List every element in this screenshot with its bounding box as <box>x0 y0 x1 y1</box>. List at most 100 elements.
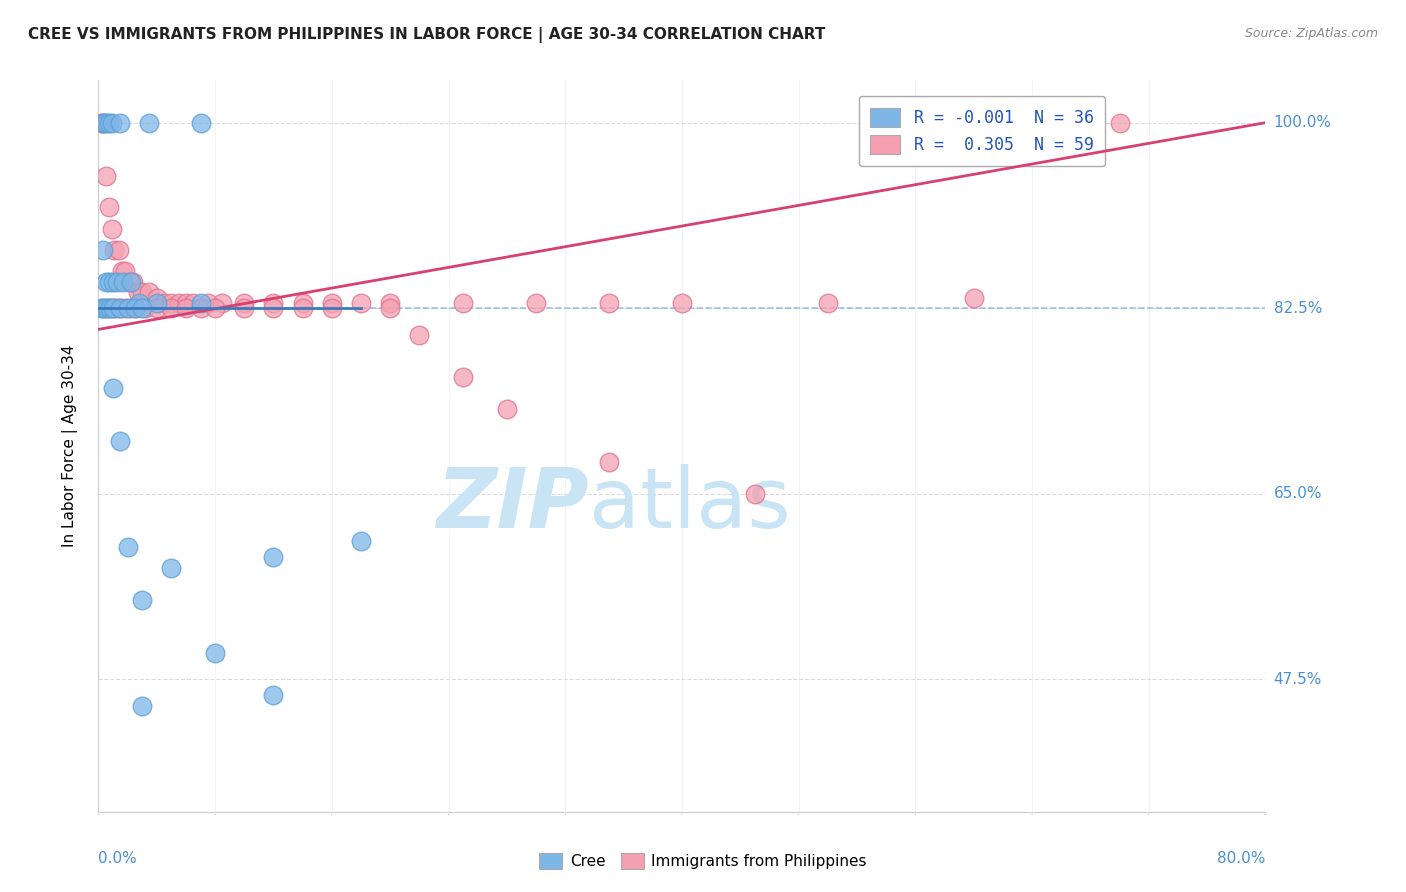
Point <box>94 116 117 130</box>
Point <box>94 275 117 289</box>
Point <box>91 243 114 257</box>
Point <box>233 296 256 310</box>
Point <box>160 301 183 316</box>
Point <box>118 275 141 289</box>
Point <box>190 301 212 316</box>
Point <box>110 301 132 316</box>
Point <box>90 116 112 130</box>
Point <box>197 296 219 310</box>
Point <box>153 296 176 310</box>
Point <box>93 116 115 130</box>
Point <box>112 275 135 289</box>
Point <box>817 296 839 310</box>
Point <box>104 301 127 316</box>
Point <box>962 291 984 305</box>
Point <box>204 301 226 316</box>
Point <box>97 116 120 130</box>
Point <box>134 301 156 316</box>
Point <box>91 301 114 316</box>
Point <box>93 301 115 316</box>
Point <box>190 116 212 130</box>
Point <box>108 243 131 257</box>
Point <box>451 296 474 310</box>
Point <box>291 296 314 310</box>
Point <box>122 275 145 289</box>
Point <box>211 296 233 310</box>
Point <box>181 296 204 310</box>
Point <box>380 301 402 316</box>
Text: CREE VS IMMIGRANTS FROM PHILIPPINES IN LABOR FORCE | AGE 30-34 CORRELATION CHART: CREE VS IMMIGRANTS FROM PHILIPPINES IN L… <box>28 27 825 43</box>
Point <box>97 275 120 289</box>
Point <box>128 296 150 310</box>
Point <box>131 301 153 316</box>
Text: 80.0%: 80.0% <box>1218 851 1265 865</box>
Point <box>160 561 183 575</box>
Point <box>263 550 285 565</box>
Point <box>233 301 256 316</box>
Point <box>131 592 153 607</box>
Point <box>96 301 118 316</box>
Point <box>291 301 314 316</box>
Point <box>598 455 620 469</box>
Point <box>451 370 474 384</box>
Text: 65.0%: 65.0% <box>1274 486 1322 501</box>
Y-axis label: In Labor Force | Age 30-34: In Labor Force | Age 30-34 <box>62 344 77 548</box>
Point <box>204 646 226 660</box>
Point <box>120 301 142 316</box>
Point <box>190 296 212 310</box>
Point <box>100 116 122 130</box>
Point <box>125 301 148 316</box>
Point <box>146 291 169 305</box>
Point <box>263 296 285 310</box>
Point <box>127 285 149 300</box>
Point <box>131 285 153 300</box>
Point <box>1108 116 1130 130</box>
Text: 0.0%: 0.0% <box>98 851 138 865</box>
Text: 100.0%: 100.0% <box>1274 115 1331 130</box>
Point <box>97 201 120 215</box>
Point <box>100 221 122 235</box>
Point <box>94 169 117 183</box>
Point <box>96 301 118 316</box>
Point <box>101 275 124 289</box>
Point <box>117 540 139 554</box>
Point <box>103 243 125 257</box>
Point <box>117 301 139 316</box>
Point <box>114 301 136 316</box>
Point <box>350 534 373 549</box>
Point <box>598 296 620 310</box>
Point <box>160 296 183 310</box>
Point <box>174 296 197 310</box>
Point <box>124 301 146 316</box>
Point <box>100 301 122 316</box>
Text: atlas: atlas <box>589 464 790 545</box>
Point <box>350 296 373 310</box>
Point <box>110 301 132 316</box>
Point <box>263 301 285 316</box>
Point <box>91 116 114 130</box>
Point <box>146 301 169 316</box>
Point <box>110 116 132 130</box>
Point <box>110 434 132 448</box>
Point <box>111 264 134 278</box>
Text: ZIP: ZIP <box>436 464 589 545</box>
Point <box>138 116 160 130</box>
Point <box>744 486 766 500</box>
Legend: R = -0.001  N = 36, R =  0.305  N = 59: R = -0.001 N = 36, R = 0.305 N = 59 <box>859 96 1105 166</box>
Text: 82.5%: 82.5% <box>1274 301 1322 316</box>
Point <box>120 275 142 289</box>
Text: Source: ZipAtlas.com: Source: ZipAtlas.com <box>1244 27 1378 40</box>
Point <box>105 275 128 289</box>
Legend: Cree, Immigrants from Philippines: Cree, Immigrants from Philippines <box>533 847 873 875</box>
Point <box>671 296 693 310</box>
Point <box>496 401 519 416</box>
Point <box>101 381 124 395</box>
Point <box>131 698 153 713</box>
Point <box>380 296 402 310</box>
Point <box>174 301 197 316</box>
Point <box>524 296 547 310</box>
Point <box>101 301 124 316</box>
Point <box>90 301 112 316</box>
Point <box>263 688 285 702</box>
Point <box>114 264 136 278</box>
